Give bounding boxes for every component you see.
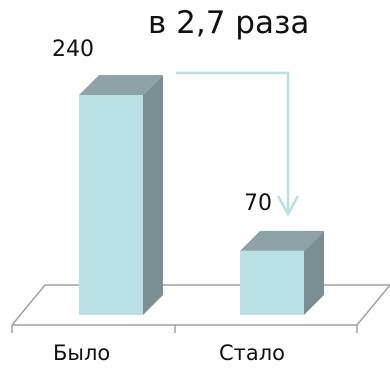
arrow-line [176, 71, 290, 212]
bar-2 [240, 230, 324, 315]
bar-side [304, 230, 324, 315]
data-label-bar-1: 240 [52, 37, 94, 62]
bar-top [240, 230, 324, 251]
bar-side [143, 75, 163, 315]
bar-front [79, 95, 143, 315]
data-label-bar-2: 70 [244, 190, 272, 216]
bar-top [79, 75, 163, 95]
category-label-1: Было [53, 341, 111, 365]
bar-1 [79, 75, 163, 315]
floor-outline [11, 284, 390, 326]
bar-front [240, 250, 304, 315]
category-label-2: Стало [219, 341, 286, 365]
arrow-head [276, 195, 300, 217]
comparison-arrow [176, 71, 300, 217]
chart-bars [79, 75, 324, 315]
ratio-annotation: в 2,7 раза [148, 5, 310, 41]
chart-floor [11, 284, 390, 333]
